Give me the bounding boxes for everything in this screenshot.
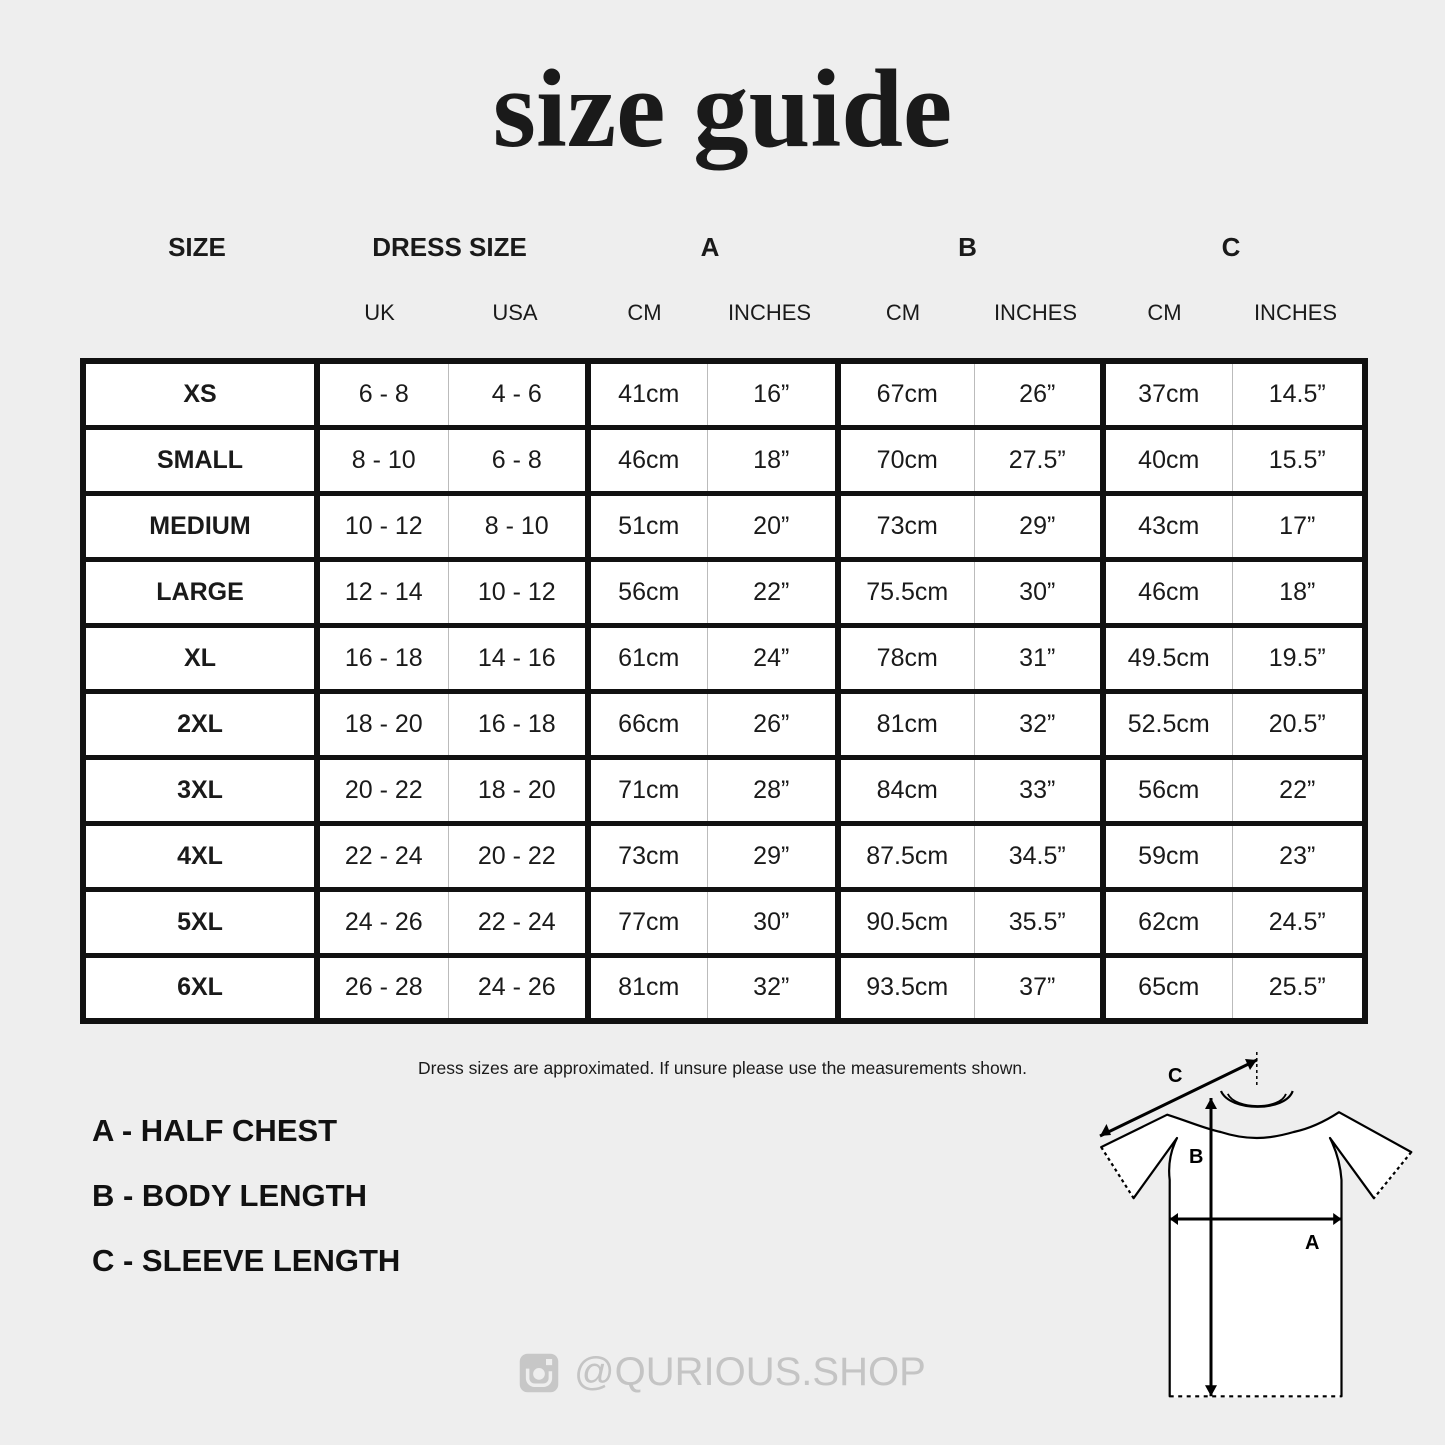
svg-text:C: C	[1168, 1065, 1182, 1087]
svg-text:A: A	[1305, 1232, 1319, 1254]
svg-text:B: B	[1189, 1146, 1203, 1168]
